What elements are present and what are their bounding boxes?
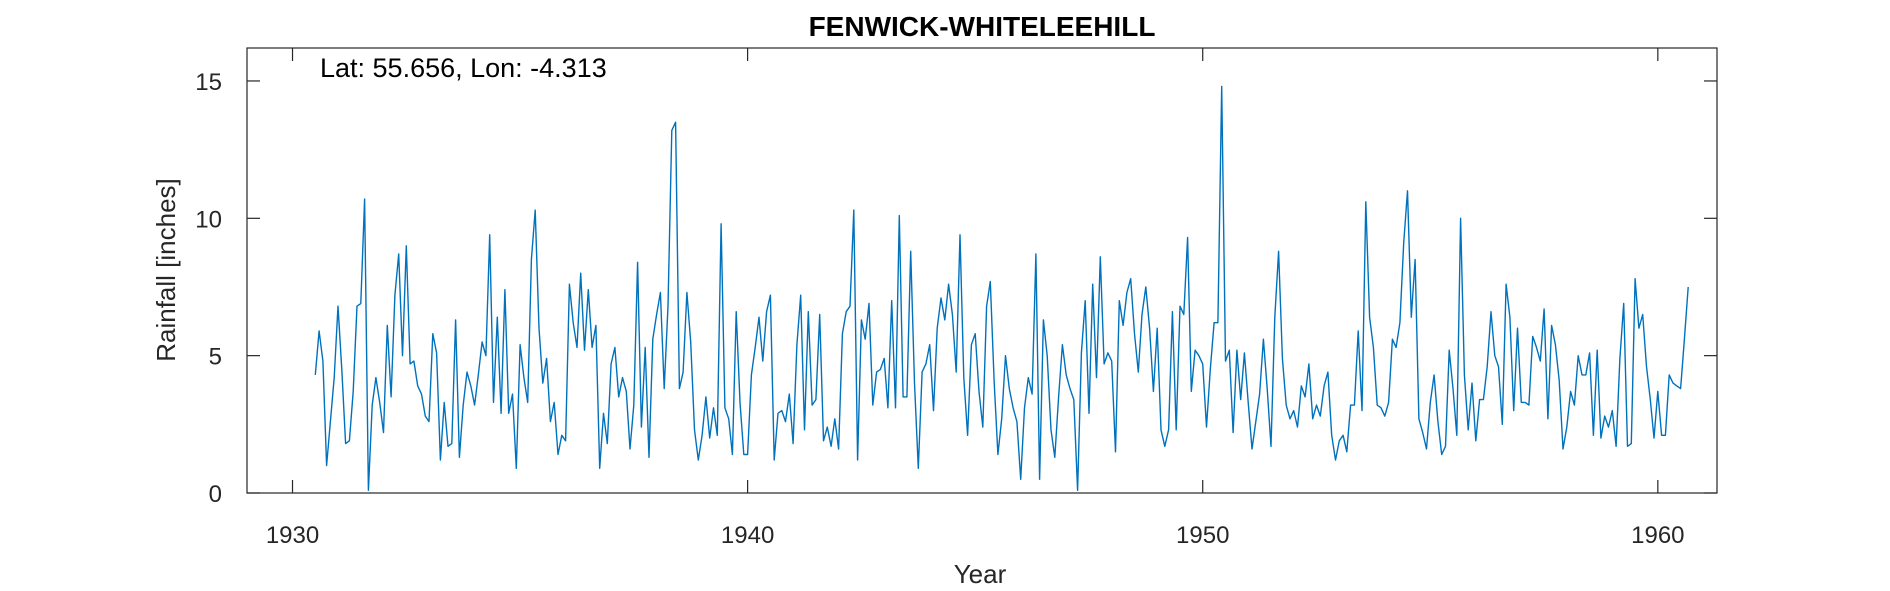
y-axis-title: Rainfall [inches] — [151, 178, 181, 362]
series-line-rainfall — [314, 85, 1689, 491]
x-axis-title: Year — [954, 559, 1007, 589]
plot-background — [247, 48, 1717, 493]
x-tick-label: 1940 — [721, 522, 774, 549]
axis-ticks — [247, 48, 1717, 494]
chart-title: FENWICK-WHITELEEHILL — [809, 11, 1156, 42]
y-tick-label: 5 — [209, 344, 222, 371]
y-tick-label: 15 — [195, 69, 222, 96]
tick-labels: 1930 1940 1950 1960 0 5 10 15 — [195, 69, 1684, 549]
x-tick-label: 1950 — [1176, 522, 1229, 549]
location-annotation: Lat: 55.656, Lon: -4.313 — [320, 53, 607, 83]
x-tick-label: 1930 — [266, 522, 319, 549]
plot-frame — [246, 47, 1718, 494]
y-tick-label: 0 — [209, 481, 222, 508]
y-tick-label: 10 — [195, 206, 222, 233]
x-tick-label: 1960 — [1631, 522, 1684, 549]
